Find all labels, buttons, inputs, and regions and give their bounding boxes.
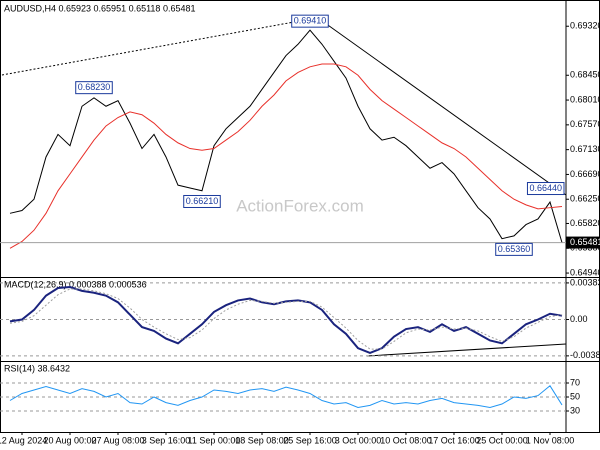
frame [0,0,600,433]
y-tick-label: 0.67130 [570,144,600,154]
x-tick-label: 25 Sep 16:00 [283,435,337,445]
macd-trendline [366,343,567,357]
annotation-label: 0.66210 [186,196,219,206]
annotation-label: 0.69410 [294,16,327,26]
x-tick-label: 3 Sep 16:00 [142,435,191,445]
x-tick-label: 18 Sep 08:00 [235,435,289,445]
y-tick-label: 0.00 [570,314,588,324]
annotation-box [526,182,565,196]
x-tick-label: 3 Oct 00:00 [335,435,382,445]
y-tick-label: 0.66250 [570,194,600,204]
series-line [9,288,563,350]
x-tick-label: 1 Nov 08:00 [526,435,575,445]
x-tick-label: 11 Sep 00:00 [188,435,241,445]
annotation-box [495,242,533,256]
y-tick-label: 0.68010 [570,94,600,104]
x-tick-label: 20 Aug 00:00 [43,435,96,445]
series-line [9,63,563,249]
series-line [9,29,563,243]
panel-title: AUDUSD,H4 0.65923 0.65951 0.65118 0.6548… [4,3,195,13]
trendline [1,17,317,76]
x-tick-label: 12 Aug 2024 [0,435,47,445]
trendline [317,17,567,196]
y-tick-label: 0.68450 [570,70,600,80]
x-tick-label: 10 Oct 08:00 [380,435,432,445]
x-tick-label: 17 Oct 16:00 [428,435,480,445]
y-tick-label: 50 [570,391,580,401]
annotation-box [291,14,329,28]
y-tick-label: 0.003834 [570,277,600,287]
series-line [9,385,563,409]
annotation-box [75,81,113,95]
y-tick-label: 0.69320 [570,21,600,31]
watermark: ActionForex.com [236,196,364,215]
y-tick-label: 0.65820 [570,218,600,228]
x-tick-label: 25 Oct 00:00 [476,435,528,445]
y-tick-label: 0.66690 [570,169,600,179]
y-tick-label: 0.67570 [570,119,600,129]
annotation-label: 0.68230 [78,82,111,92]
annotation-box [183,194,221,208]
panel-title: MACD(12,26,9) 0.000388 0.000536 [4,279,147,289]
x-tick-label: 27 Aug 08:00 [91,435,144,445]
y-tick-label: 0.64940 [570,267,600,277]
annotation-label: 0.66440 [529,183,562,193]
annotation-label: 0.65360 [498,244,531,254]
y-tick-label: 30 [570,405,580,415]
last-price-label: 0.65481 [570,237,600,247]
y-tick-label: -0.003811 [570,350,600,360]
y-tick-label: 70 [570,377,580,387]
last-price-box [566,236,600,249]
panel-title: RSI(14) 38.6432 [4,363,70,373]
